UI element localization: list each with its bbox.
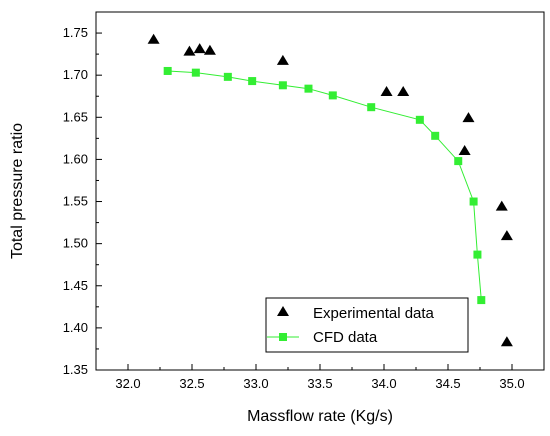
legend-triangle-marker xyxy=(277,306,289,316)
data-point-triangle xyxy=(397,86,410,97)
data-point-square xyxy=(304,84,313,93)
data-point-triangle xyxy=(193,43,206,54)
x-tick-label: 32.0 xyxy=(115,376,140,391)
x-tick-label: 34.0 xyxy=(371,376,396,391)
data-point-triangle xyxy=(500,336,513,347)
data-point-triangle xyxy=(183,45,196,56)
data-point-square xyxy=(367,103,376,112)
series-layer xyxy=(147,33,513,347)
x-tick-label: 32.5 xyxy=(179,376,204,391)
data-point-square xyxy=(191,68,200,77)
legend-label-cfd: CFD data xyxy=(313,329,378,346)
y-axis: 1.35 1.40 1.45 1.50 1.55 1.60 1.65 1.70 1.75 xyxy=(63,25,102,377)
data-point-triangle xyxy=(495,200,508,211)
data-point-square xyxy=(328,91,337,100)
legend-square-marker xyxy=(279,333,287,341)
legend-label-experimental: Experimental data xyxy=(313,305,435,322)
data-point-triangle xyxy=(203,44,216,55)
x-axis: 32.0 32.5 33.0 33.5 34.0 34.5 35.0 xyxy=(115,364,525,391)
data-point-square xyxy=(278,81,287,90)
data-point-square xyxy=(477,296,486,305)
data-point-square xyxy=(248,77,257,86)
x-tick-label: 35.0 xyxy=(499,376,524,391)
data-point-square xyxy=(473,250,482,259)
y-tick-label: 1.55 xyxy=(63,194,88,209)
y-tick-label: 1.60 xyxy=(63,151,88,166)
y-tick-label: 1.50 xyxy=(63,236,88,251)
y-tick-label: 1.70 xyxy=(63,67,88,82)
data-point-triangle xyxy=(276,54,289,65)
y-tick-label: 1.45 xyxy=(63,278,88,293)
data-point-square xyxy=(431,131,440,140)
data-point-triangle xyxy=(380,86,393,97)
x-axis-title: Massflow rate (Kg/s) xyxy=(247,408,393,425)
data-point-triangle xyxy=(458,144,471,155)
data-point-square xyxy=(163,66,172,75)
legend-box xyxy=(265,297,469,353)
data-point-square xyxy=(223,72,232,81)
data-point-square xyxy=(415,115,424,124)
x-tick-label: 34.5 xyxy=(435,376,460,391)
legend: Experimental data CFD data xyxy=(265,297,469,353)
series-line-1 xyxy=(167,70,482,301)
data-point-triangle xyxy=(147,33,160,44)
data-point-square xyxy=(469,197,478,206)
x-tick-label: 33.0 xyxy=(243,376,268,391)
y-tick-label: 1.65 xyxy=(63,109,88,124)
y-tick-label: 1.40 xyxy=(63,320,88,335)
data-point-square xyxy=(454,157,463,166)
y-tick-label: 1.35 xyxy=(63,362,88,377)
x-tick-label: 33.5 xyxy=(307,376,332,391)
y-axis-title: Total pressure ratio xyxy=(9,123,26,259)
data-point-triangle xyxy=(500,230,513,241)
data-point-triangle xyxy=(462,112,475,123)
y-tick-label: 1.75 xyxy=(63,25,88,40)
